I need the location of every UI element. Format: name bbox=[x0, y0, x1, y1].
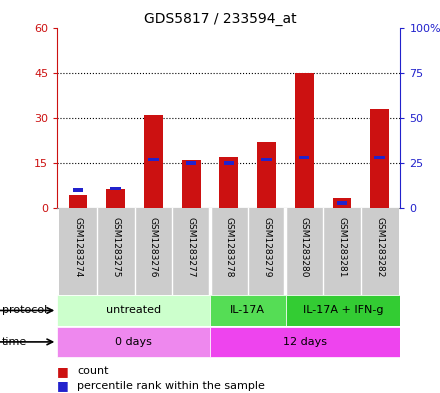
Bar bbox=[59, 208, 97, 295]
Text: 0 days: 0 days bbox=[115, 337, 152, 347]
Text: GSM1283274: GSM1283274 bbox=[73, 217, 82, 277]
Text: count: count bbox=[77, 366, 109, 376]
Text: GSM1283278: GSM1283278 bbox=[224, 217, 233, 277]
Text: untreated: untreated bbox=[106, 305, 161, 316]
Bar bbox=[73, 188, 83, 192]
Text: GSM1283281: GSM1283281 bbox=[337, 217, 346, 277]
Text: ■: ■ bbox=[57, 379, 69, 393]
Bar bbox=[224, 161, 234, 165]
Bar bbox=[182, 160, 201, 208]
Bar bbox=[261, 158, 272, 161]
Text: IL-17A + IFN-g: IL-17A + IFN-g bbox=[303, 305, 383, 316]
Text: IL-17A: IL-17A bbox=[231, 305, 265, 316]
Text: protocol: protocol bbox=[2, 305, 48, 316]
Bar bbox=[172, 208, 210, 295]
Bar bbox=[374, 156, 385, 160]
Bar bbox=[110, 187, 121, 190]
Bar bbox=[186, 161, 196, 165]
Bar bbox=[148, 158, 158, 161]
Bar bbox=[210, 327, 400, 357]
Text: GSM1283282: GSM1283282 bbox=[375, 217, 384, 277]
Bar bbox=[106, 189, 125, 208]
Bar bbox=[57, 327, 210, 357]
Text: GSM1283275: GSM1283275 bbox=[111, 217, 120, 277]
Text: GSM1283279: GSM1283279 bbox=[262, 217, 271, 277]
Bar bbox=[248, 208, 286, 295]
Bar bbox=[370, 109, 389, 208]
Bar bbox=[333, 198, 352, 208]
Text: GSM1283277: GSM1283277 bbox=[187, 217, 196, 277]
Bar bbox=[144, 115, 163, 208]
Bar bbox=[57, 296, 210, 325]
Bar bbox=[210, 296, 286, 325]
Text: GDS5817 / 233594_at: GDS5817 / 233594_at bbox=[144, 12, 296, 26]
Text: GSM1283276: GSM1283276 bbox=[149, 217, 158, 277]
Bar bbox=[295, 73, 314, 208]
Bar bbox=[323, 208, 361, 295]
Bar bbox=[135, 208, 172, 295]
Bar bbox=[69, 195, 88, 208]
Bar bbox=[299, 156, 309, 160]
Text: GSM1283280: GSM1283280 bbox=[300, 217, 309, 277]
Bar bbox=[286, 208, 323, 295]
Text: time: time bbox=[2, 337, 27, 347]
Bar bbox=[361, 208, 399, 295]
Bar bbox=[286, 296, 400, 325]
Text: ■: ■ bbox=[57, 365, 69, 378]
Bar bbox=[257, 142, 276, 208]
Text: 12 days: 12 days bbox=[283, 337, 327, 347]
Bar bbox=[337, 201, 347, 205]
Bar bbox=[210, 208, 248, 295]
Text: percentile rank within the sample: percentile rank within the sample bbox=[77, 381, 265, 391]
Bar bbox=[97, 208, 135, 295]
Bar bbox=[220, 157, 238, 208]
